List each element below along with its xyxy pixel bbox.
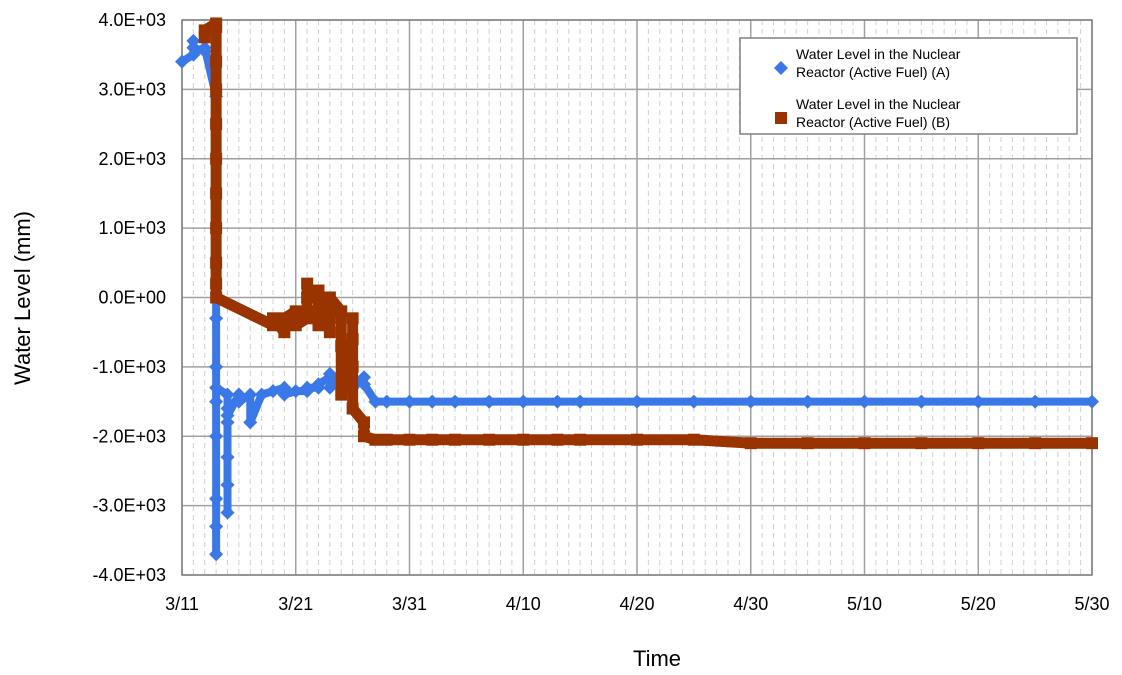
plot-border — [181, 19, 1093, 576]
x-tick-label: 3/31 — [392, 594, 427, 614]
x-tick-label: 5/20 — [961, 594, 996, 614]
x-tick-label: 5/30 — [1074, 594, 1109, 614]
y-tick-label: -2.0E+03 — [92, 426, 166, 446]
legend-diamond — [774, 61, 788, 75]
x-tick-label: 4/10 — [506, 594, 541, 614]
y-tick-label: 2.0E+03 — [98, 149, 166, 169]
x-tick-label: 4/20 — [619, 594, 654, 614]
series-b — [198, 17, 1098, 450]
legend: Water Level in the Nuclear Reactor (Acti… — [739, 37, 1078, 135]
x-tick-label: 5/10 — [847, 594, 882, 614]
legend-label-a-line2: Reactor (Active Fuel) (A) — [796, 64, 950, 80]
y-tick-label: 4.0E+03 — [98, 10, 166, 30]
legend-marker-b — [775, 112, 787, 124]
y-tick-label: -3.0E+03 — [92, 496, 166, 516]
legend-label-b-line2: Reactor (Active Fuel) (B) — [796, 114, 950, 130]
y-tick-label: -1.0E+03 — [92, 357, 166, 377]
legend-box — [739, 37, 1078, 135]
x-tick-label: 3/11 — [165, 594, 199, 614]
legend-square — [775, 112, 787, 124]
series-b-trace — [199, 17, 1098, 449]
y-tick-label: -4.0E+03 — [92, 565, 166, 585]
y-tick-label: 1.0E+03 — [98, 218, 166, 238]
legend-label-b-line1: Water Level in the Nuclear — [796, 96, 961, 112]
x-tick-label: 3/21 — [278, 594, 313, 614]
y-tick-labels: -4.0E+03 -3.0E+03 -2.0E+03 -1.0E+03 0.0E+00 1… — [92, 10, 166, 585]
y-tick-label: 3.0E+03 — [98, 79, 166, 99]
series-a-trace — [178, 36, 1096, 559]
legend-marker-a — [774, 61, 788, 75]
legend-label-a-line1: Water Level in the Nuclear — [796, 46, 961, 62]
x-axis-title: Time — [633, 646, 681, 671]
x-tick-labels: 3/11 3/21 3/31 4/10 4/20 4/30 5/10 5/20 5/30 — [165, 594, 1109, 614]
y-tick-label: 0.0E+00 — [98, 288, 166, 308]
x-tick-label: 4/30 — [733, 594, 768, 614]
y-axis-title: Water Level (mm) — [10, 211, 35, 385]
